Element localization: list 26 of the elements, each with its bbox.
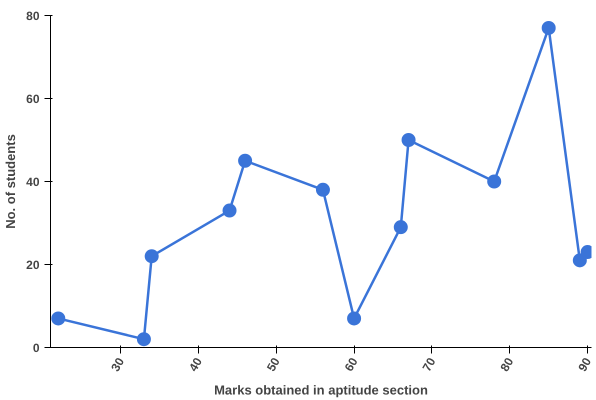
y-tick-label: 20 [26,258,40,272]
point [347,311,362,326]
y-tick-label: 60 [26,92,40,106]
point [394,220,408,234]
x-tick-label: 50 [264,354,283,374]
x-tick-label: 70 [420,354,439,374]
point [572,253,587,268]
y-axis-title: No. of students [3,134,18,229]
x-tick-label: 60 [342,354,361,374]
x-tick-label: 80 [497,354,516,374]
y-tick-label: 40 [26,175,40,189]
point [144,249,159,264]
point [136,332,151,346]
point [402,133,416,147]
point [487,174,502,188]
point [51,311,66,326]
y-tick-label: 0 [32,341,40,355]
y-tick-label: 80 [26,9,40,23]
x-tick-label: 90 [575,354,594,374]
point [542,20,556,35]
point [238,154,252,168]
point [316,182,330,197]
x-tick-label: 30 [108,354,128,374]
x-tick-label: 40 [186,354,206,374]
point [222,204,237,218]
x-axis-title: Marks obtained in aptitude section [214,382,428,398]
